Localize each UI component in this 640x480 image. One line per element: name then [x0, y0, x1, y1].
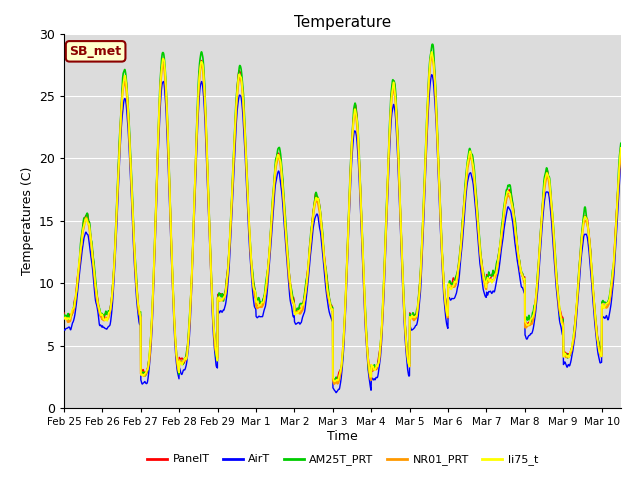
- Legend: PanelT, AirT, AM25T_PRT, NR01_PRT, li75_t: PanelT, AirT, AM25T_PRT, NR01_PRT, li75_…: [142, 450, 543, 470]
- X-axis label: Time: Time: [327, 430, 358, 443]
- Title: Temperature: Temperature: [294, 15, 391, 30]
- Text: SB_met: SB_met: [70, 45, 122, 58]
- Y-axis label: Temperatures (C): Temperatures (C): [20, 167, 33, 275]
